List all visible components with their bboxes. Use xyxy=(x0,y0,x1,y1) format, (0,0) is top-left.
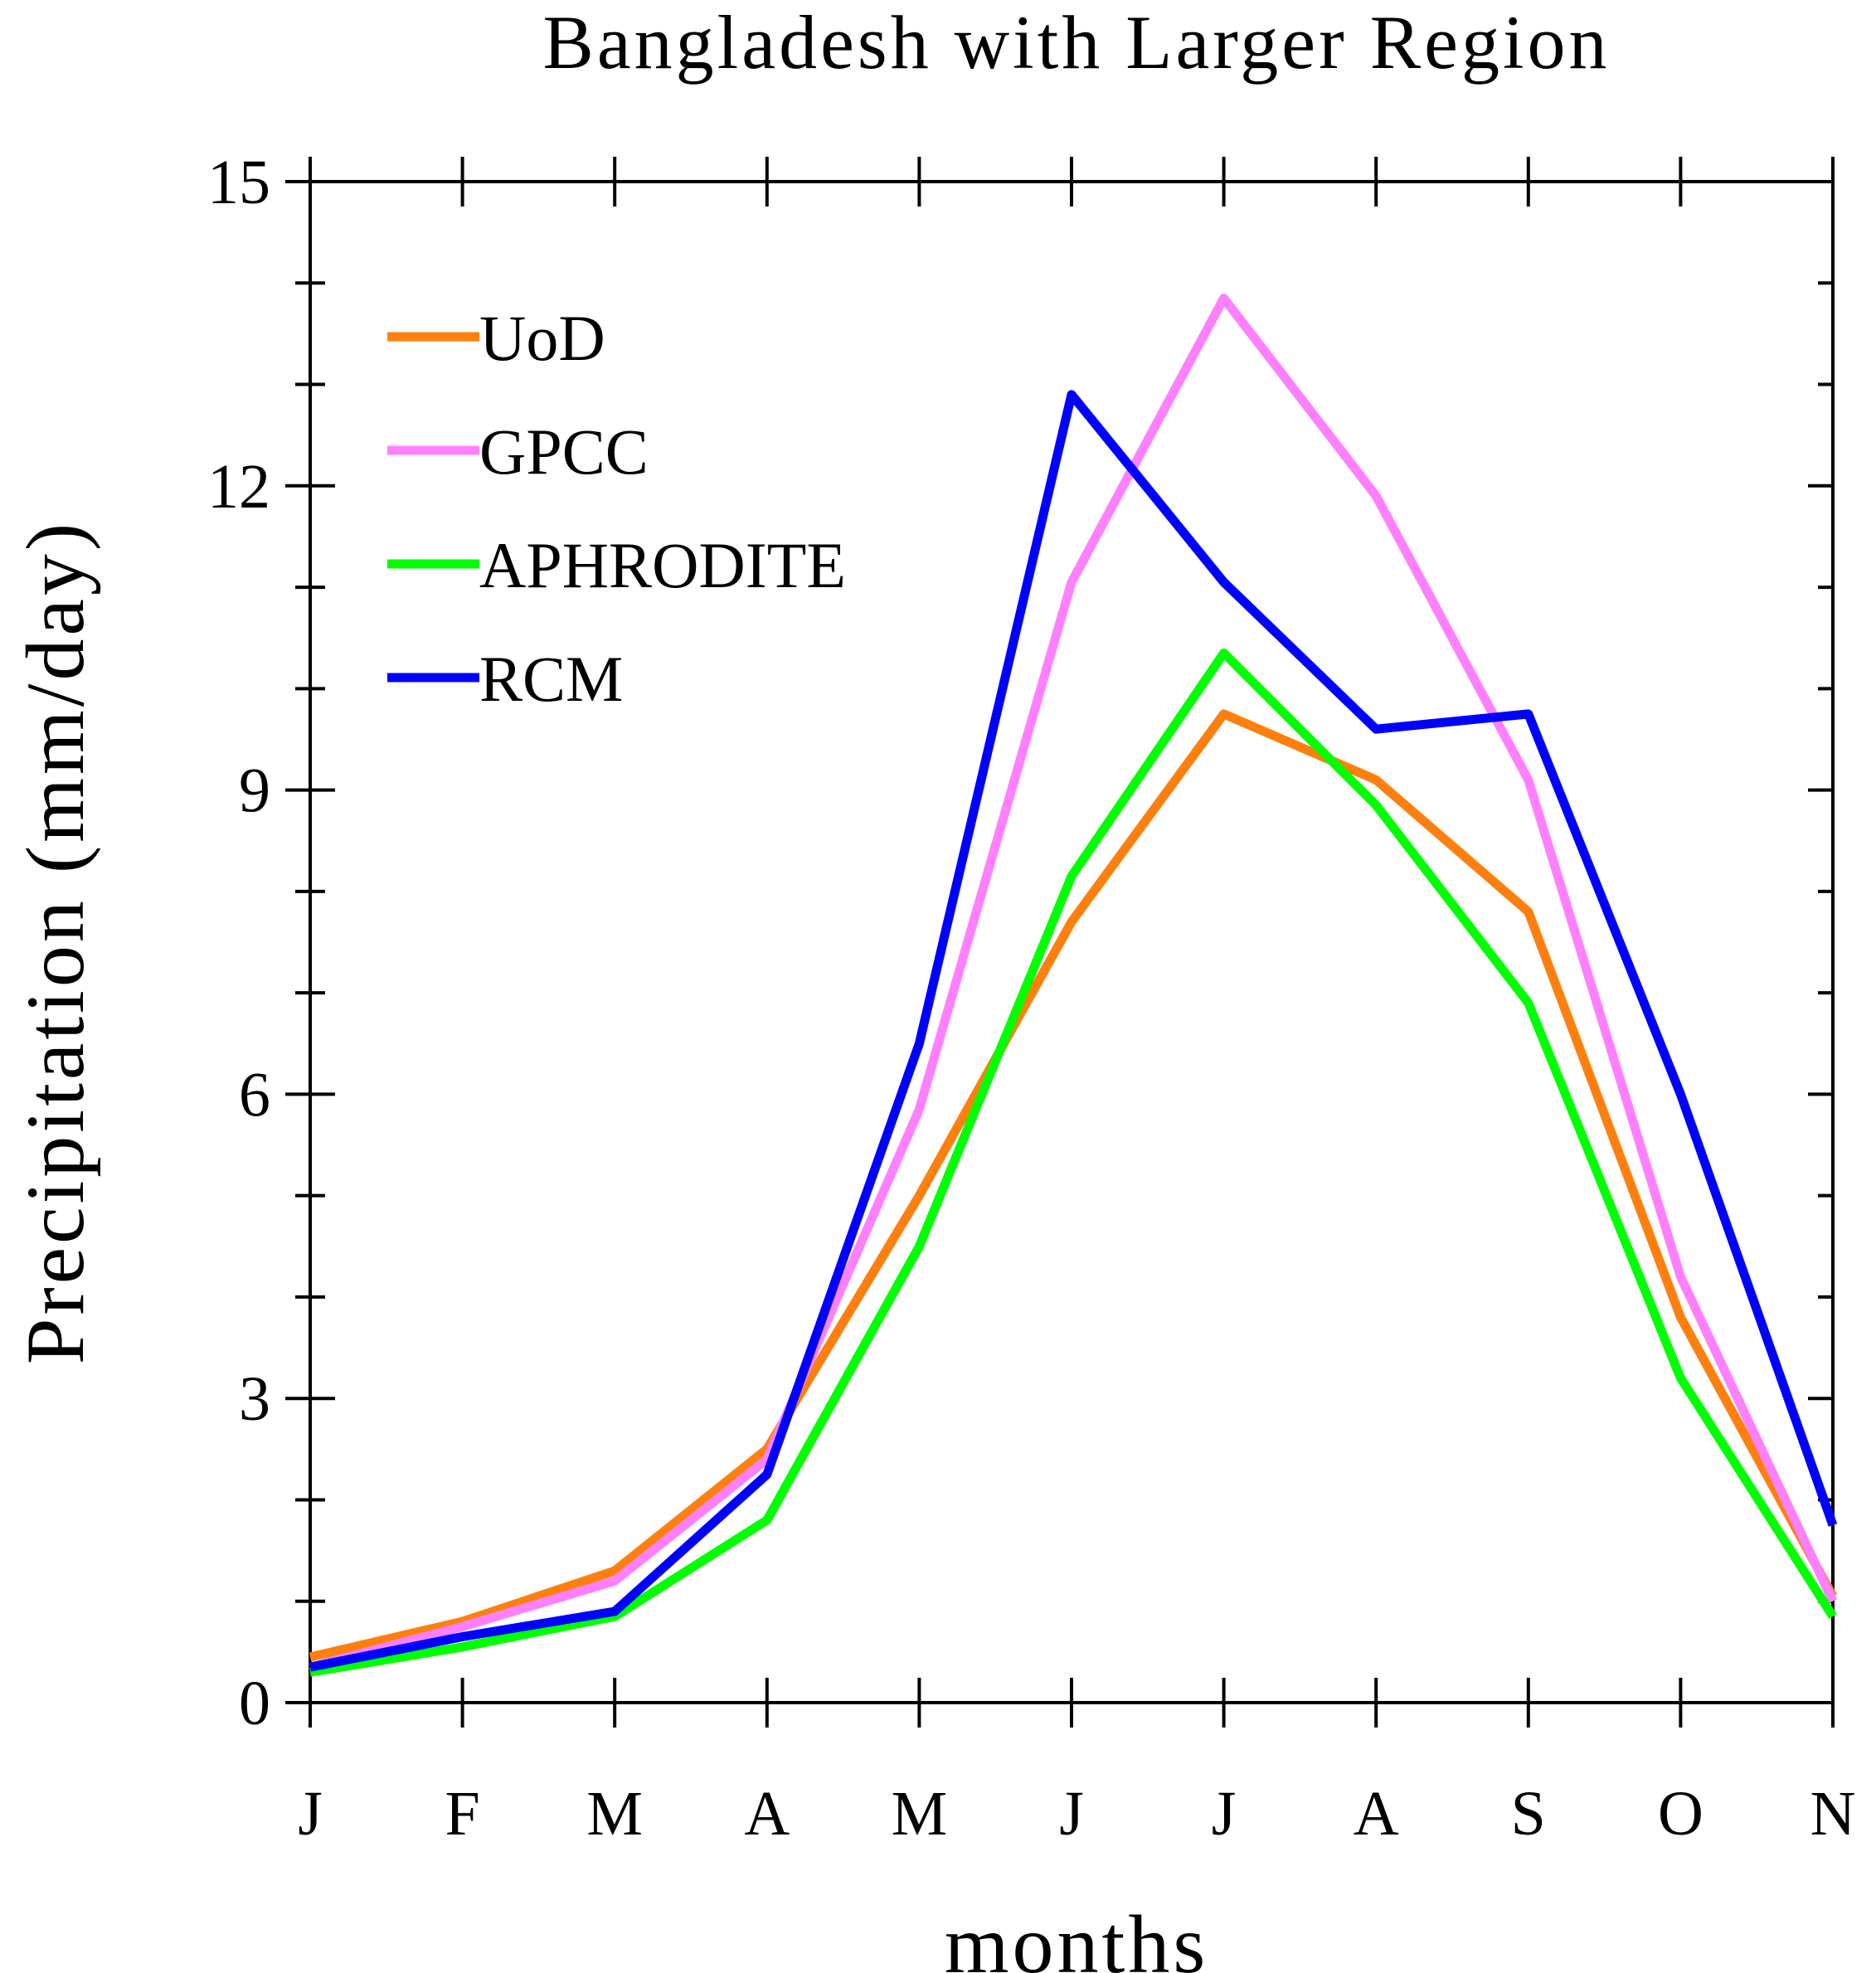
x-tick-label: M xyxy=(586,1779,643,1849)
series-line-aphrodite xyxy=(309,649,1837,1677)
x-tick-label: J xyxy=(1212,1779,1237,1849)
chart-title: Bangladesh with Larger Region xyxy=(542,0,1610,85)
series-line-uod xyxy=(309,709,1837,1662)
x-axis-label: months xyxy=(945,1898,1208,1973)
legend: UoD GPCC APHRODITE RCM xyxy=(387,302,846,715)
y-tick-label: 15 xyxy=(207,148,270,217)
legend-label-aphrodite: APHRODITE xyxy=(479,529,846,601)
series-line-gpcc xyxy=(309,294,1837,1672)
x-tick-label: F xyxy=(445,1779,479,1849)
x-tick-label: A xyxy=(1354,1779,1399,1849)
y-tick-label: 9 xyxy=(239,756,270,826)
y-tick-label: 12 xyxy=(207,452,270,522)
y-tick-label: 6 xyxy=(239,1060,270,1130)
x-tick-label: O xyxy=(1658,1779,1703,1849)
y-axis-label: Precipitation (mm/day) xyxy=(9,520,101,1364)
y-tick-label: 0 xyxy=(239,1669,270,1738)
x-tick-label: M xyxy=(892,1779,948,1849)
legend-label-uod: UoD xyxy=(479,302,605,374)
x-tick-label: S xyxy=(1511,1779,1546,1849)
legend-label-rcm: RCM xyxy=(479,643,623,715)
x-tick-label: A xyxy=(744,1779,790,1849)
y-axis-ticks: 0 3 6 9 12 15 xyxy=(207,148,1833,1738)
series-line-rcm xyxy=(309,390,1838,1672)
y-tick-label: 3 xyxy=(239,1364,270,1434)
x-tick-label: J xyxy=(1059,1779,1084,1849)
x-tick-label: J xyxy=(298,1779,323,1849)
legend-label-gpcc: GPCC xyxy=(479,415,649,488)
x-tick-label: N xyxy=(1810,1779,1856,1849)
series-lines xyxy=(309,294,1838,1677)
